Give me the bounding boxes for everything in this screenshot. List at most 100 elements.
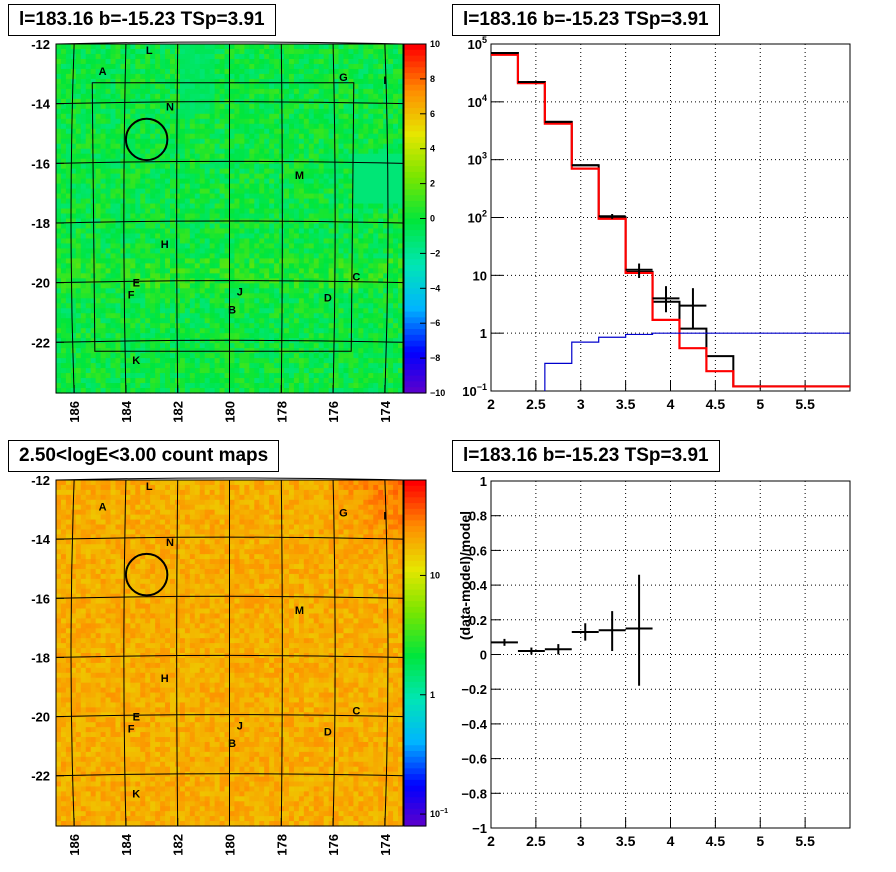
- grid-parallel: [55, 280, 404, 284]
- heatmap-cell: [194, 323, 201, 329]
- heatmap-cell: [165, 318, 171, 324]
- heatmap-cell: [313, 118, 320, 125]
- heatmap-cell: [179, 178, 186, 185]
- heatmap-cell: [194, 313, 201, 319]
- heatmap-cell: [368, 88, 374, 95]
- heatmap-cell: [56, 672, 62, 679]
- heatmap-cell: [155, 243, 161, 250]
- heatmap-cell: [244, 58, 250, 65]
- heatmap-cell: [249, 253, 255, 259]
- heatmap-cell: [373, 288, 379, 294]
- heatmap-cell: [110, 373, 117, 379]
- heatmap-cell: [189, 383, 196, 389]
- heatmap-cell: [140, 228, 146, 235]
- heatmap-cell: [373, 133, 379, 140]
- heatmap-cell: [343, 313, 350, 319]
- heatmap-cell: [234, 63, 241, 70]
- heatmap-cell: [90, 343, 97, 349]
- heatmap-cell: [170, 238, 176, 245]
- heatmap-cell: [155, 198, 161, 205]
- heatmap-cell: [65, 128, 72, 135]
- heatmap-cell: [199, 383, 206, 389]
- heatmap-cell: [160, 373, 166, 379]
- heatmap-cell: [353, 218, 359, 225]
- heatmap-cell: [130, 148, 136, 155]
- heatmap-cell: [209, 338, 216, 344]
- heatmap-cell: [328, 63, 335, 70]
- heatmap-cell: [298, 378, 305, 384]
- heatmap-cell: [269, 233, 275, 240]
- heatmap-cell: [288, 268, 295, 274]
- heatmap-cell: [174, 108, 181, 115]
- heatmap-cell: [398, 238, 404, 245]
- heatmap-cell: [214, 68, 221, 75]
- heatmap-cell: [145, 203, 151, 210]
- heatmap-cell: [135, 268, 141, 274]
- heatmap-cell: [179, 268, 186, 274]
- heatmap-cell: [269, 103, 275, 110]
- heatmap-cell: [160, 228, 166, 235]
- heatmap-cell: [303, 258, 310, 264]
- heatmap-cell: [318, 388, 325, 394]
- heatmap-cell: [333, 378, 340, 384]
- heatmap-cell: [234, 238, 241, 245]
- heatmap-cell: [110, 83, 117, 90]
- heatmap-cell: [189, 173, 196, 180]
- heatmap-cell: [343, 298, 350, 304]
- heatmap-cell: [85, 358, 92, 364]
- heatmap-cell: [95, 278, 102, 284]
- heatmap-cell: [343, 143, 350, 150]
- heatmap-cell: [343, 138, 350, 145]
- heatmap-cell: [199, 103, 206, 110]
- heatmap-cell: [333, 198, 340, 205]
- heatmap-cell: [343, 268, 350, 274]
- heatmap-cell: [189, 208, 196, 215]
- heatmap-cell: [373, 218, 379, 225]
- heatmap-cell: [135, 93, 141, 100]
- heatmap-cell: [393, 53, 399, 60]
- heatmap-cell: [184, 213, 191, 220]
- heatmap-cell: [338, 98, 345, 105]
- heatmap-cell: [378, 283, 384, 289]
- heatmap-cell: [264, 58, 270, 65]
- heatmap-cell: [209, 343, 216, 349]
- heatmap-cell: [358, 383, 364, 389]
- heatmap-cell: [264, 203, 270, 210]
- heatmap-cell: [378, 63, 384, 70]
- heatmap-cell: [234, 178, 241, 185]
- heatmap-cell: [125, 158, 131, 165]
- heatmap-cell: [343, 78, 350, 85]
- heatmap-cell: [110, 178, 117, 185]
- heatmap-cell: [259, 188, 265, 195]
- heatmap-cell: [274, 108, 280, 115]
- heatmap-cell: [368, 143, 374, 150]
- heatmap-cell: [90, 303, 97, 309]
- heatmap-cell: [204, 323, 211, 329]
- heatmap-cell: [100, 308, 107, 314]
- heatmap-cell: [135, 68, 141, 75]
- heatmap-cell: [383, 128, 389, 135]
- x-tick-label: 176: [326, 401, 341, 423]
- heatmap-cell: [70, 148, 77, 155]
- heatmap-cell: [214, 58, 221, 65]
- heatmap-cell: [130, 243, 136, 250]
- heatmap-cell: [348, 183, 355, 190]
- heatmap-cell: [100, 313, 107, 319]
- heatmap-cell: [194, 93, 201, 100]
- heatmap-cell: [298, 123, 305, 130]
- source-label-F: F: [128, 290, 135, 302]
- heatmap-cell: [288, 123, 295, 130]
- heatmap-cell: [393, 373, 399, 379]
- heatmap-cell: [254, 328, 260, 334]
- heatmap-cell: [219, 248, 226, 254]
- heatmap-cell: [184, 313, 191, 319]
- heatmap-cell: [194, 268, 201, 274]
- heatmap-cell: [398, 113, 404, 120]
- heatmap-cell: [60, 58, 67, 65]
- heatmap-cell: [259, 193, 265, 200]
- heatmap-cell: [368, 138, 374, 145]
- heatmap-cell: [323, 228, 330, 235]
- heatmap-cell: [274, 178, 280, 185]
- heatmap-cell: [323, 123, 330, 130]
- heatmap-cell: [60, 383, 67, 389]
